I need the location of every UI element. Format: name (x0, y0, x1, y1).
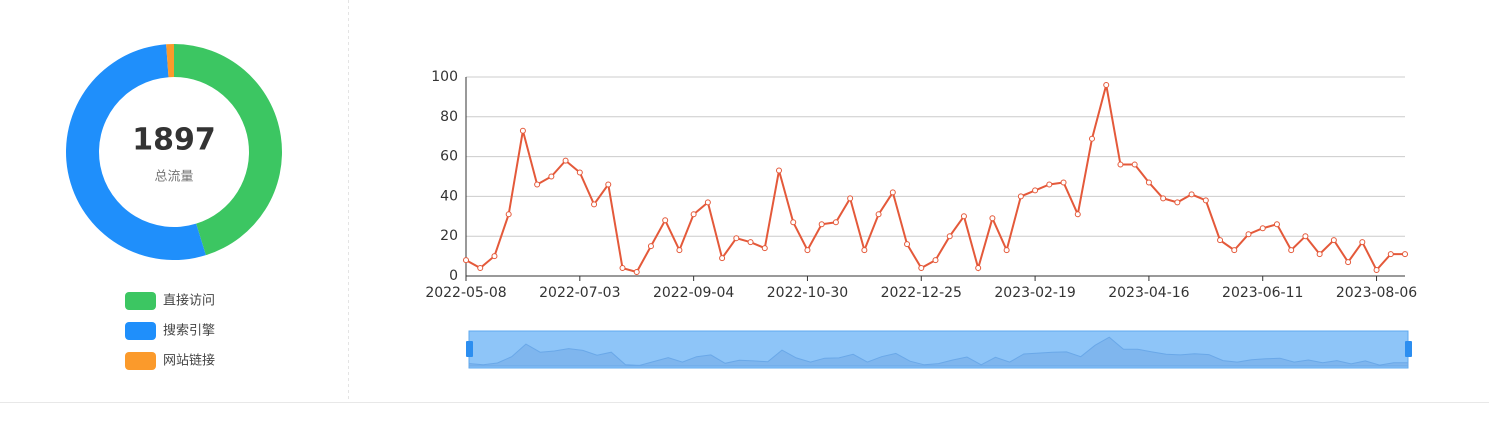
data-point (719, 255, 726, 262)
data-point (534, 181, 541, 188)
data-point (1003, 247, 1010, 254)
x-tick-label: 2022-07-03 (539, 285, 620, 301)
data-point (1032, 187, 1039, 194)
data-point (733, 235, 740, 242)
data-point (818, 221, 825, 228)
data-point (505, 211, 512, 218)
data-point (1345, 259, 1352, 266)
x-tick-label: 2022-12-25 (881, 285, 962, 301)
data-point (918, 265, 925, 272)
data-point (1060, 179, 1067, 186)
data-point (619, 265, 626, 272)
legend-swatch (125, 292, 156, 310)
data-point (704, 199, 711, 206)
data-point (932, 257, 939, 264)
data-point (1302, 233, 1309, 240)
x-tick-label: 2023-04-16 (1108, 285, 1189, 301)
data-point (847, 195, 854, 202)
data-point (776, 167, 782, 174)
data-point (491, 253, 498, 260)
zoom-handle-right[interactable] (1405, 341, 1412, 357)
series-line (465, 84, 1405, 274)
data-point (463, 257, 469, 264)
data-point (946, 233, 953, 240)
data-point (1017, 193, 1024, 200)
data-point (1273, 221, 1280, 228)
data-point (875, 211, 882, 218)
data-point (605, 181, 612, 188)
data-point (761, 245, 768, 252)
donut-segment (166, 44, 174, 78)
data-point (1174, 199, 1181, 206)
data-point (889, 189, 896, 196)
data-point (1387, 251, 1394, 258)
data-point (1202, 197, 1209, 204)
y-tick-label: 20 (440, 228, 458, 244)
data-point (1217, 237, 1224, 244)
data-point (1330, 237, 1337, 244)
data-point (1316, 251, 1323, 258)
y-tick-label: 60 (440, 149, 458, 165)
data-point (747, 239, 754, 246)
data-point (633, 269, 640, 276)
legend-swatch (125, 322, 156, 340)
legend-label: 搜索引擎 (163, 324, 215, 339)
data-point (647, 243, 654, 250)
data-point (1359, 239, 1366, 246)
data-point (804, 247, 811, 254)
data-point (477, 265, 484, 272)
data-point (519, 127, 526, 134)
total-label: 总流量 (154, 170, 193, 185)
legend-label: 直接访问 (163, 293, 215, 309)
legend-label: 网站链接 (163, 353, 215, 369)
data-point (676, 247, 683, 254)
x-tick-label: 2023-02-19 (994, 285, 1075, 301)
data-point (790, 219, 797, 226)
y-tick-label: 40 (440, 188, 458, 204)
data-point (1131, 161, 1138, 168)
data-point (548, 173, 555, 180)
data-point (1288, 247, 1295, 254)
y-tick-label: 80 (440, 109, 458, 125)
data-point (1160, 195, 1167, 202)
data-point (1373, 267, 1380, 274)
y-tick-label: 0 (449, 268, 458, 284)
data-point (1188, 191, 1195, 198)
donut-segment (66, 44, 206, 261)
data-point (989, 215, 996, 222)
zoom-preview (468, 336, 1409, 367)
data-point (1046, 181, 1053, 188)
data-point (690, 211, 697, 218)
data-point (1145, 179, 1152, 186)
x-tick-label: 2022-09-04 (653, 285, 734, 301)
data-point (832, 219, 839, 226)
legend-swatch (125, 352, 156, 370)
x-tick-label: 2023-08-06 (1336, 285, 1417, 301)
data-point (576, 169, 583, 176)
data-point (1074, 211, 1081, 218)
data-point (1402, 251, 1408, 258)
x-tick-label: 2022-10-30 (767, 285, 848, 301)
donut-segment (174, 44, 283, 256)
data-point (1231, 247, 1238, 254)
x-tick-label: 2023-06-11 (1222, 285, 1303, 301)
data-point (662, 217, 669, 224)
total-value: 1897 (132, 123, 216, 158)
data-point (975, 265, 982, 272)
data-point (1117, 161, 1124, 168)
data-point (1089, 135, 1095, 142)
data-point (1103, 81, 1110, 88)
data-point (1259, 225, 1266, 232)
data-point (960, 213, 967, 220)
x-tick-label: 2022-05-08 (425, 285, 506, 301)
data-point (1245, 231, 1252, 238)
data-point (562, 157, 569, 164)
data-point (861, 247, 868, 254)
data-point (904, 241, 911, 248)
zoom-handle-left[interactable] (466, 341, 473, 357)
y-tick-label: 100 (431, 69, 458, 85)
data-point (591, 201, 598, 208)
